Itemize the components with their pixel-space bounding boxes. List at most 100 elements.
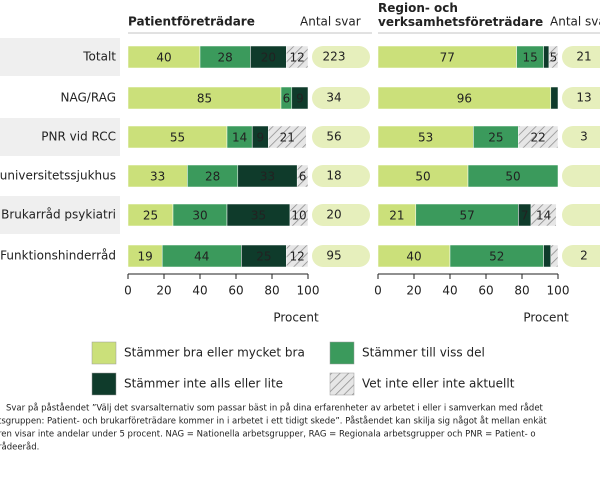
row-band <box>0 118 120 156</box>
bar-segment <box>289 203 309 227</box>
count-value: 21 <box>576 50 591 64</box>
value-label: 5 <box>550 51 558 65</box>
legend-swatch <box>329 372 355 396</box>
row-band <box>0 38 120 76</box>
value-label: 55 <box>170 131 185 145</box>
row-band <box>0 196 120 234</box>
category-label: NAG/RAG <box>61 91 116 105</box>
count-value: 223 <box>323 50 346 64</box>
bar-segment <box>286 244 309 268</box>
legend-swatch <box>91 372 117 396</box>
x-tick-label: 20 <box>406 284 421 298</box>
category-label: PNR vid RCC <box>41 130 116 144</box>
value-label: 30 <box>192 209 207 223</box>
footnote-line: Svar på påståendet ”Välj det svarsaltern… <box>6 403 544 414</box>
value-label: 25 <box>256 250 271 264</box>
legend-label: Vet inte eller inte aktuellt <box>362 377 515 391</box>
bar-segment <box>518 125 559 149</box>
value-label: 33 <box>150 170 165 184</box>
value-label: 96 <box>457 92 472 106</box>
value-label: 77 <box>440 51 455 65</box>
count-pill <box>312 126 370 148</box>
count-title: Antal svar <box>300 15 361 29</box>
value-label: 53 <box>418 131 433 145</box>
bar-segment <box>550 86 559 110</box>
value-label: 25 <box>143 209 158 223</box>
footnote-line: rådeeråd. <box>0 442 39 453</box>
x-tick-label: 80 <box>264 284 279 298</box>
category-label: Brukarråd psykiatri <box>1 208 116 222</box>
count-value: 18 <box>326 169 341 183</box>
x-tick-label: 60 <box>478 284 493 298</box>
bar-segment <box>291 86 309 110</box>
x-axis-label: Procent <box>273 311 319 325</box>
value-label: 22 <box>531 131 546 145</box>
bar-segment <box>268 125 307 149</box>
count-pill <box>562 126 600 148</box>
bar-segment <box>548 45 559 69</box>
value-label: 15 <box>522 51 537 65</box>
value-label: 20 <box>261 51 276 65</box>
count-title: Antal sva <box>550 15 600 29</box>
bar-segment <box>543 45 550 69</box>
value-label: 12 <box>290 250 305 264</box>
x-tick-label: 40 <box>442 284 457 298</box>
count-pill <box>312 204 370 226</box>
count-value: 56 <box>326 130 341 144</box>
count-pill <box>312 46 370 68</box>
x-tick-label: 100 <box>547 284 570 298</box>
value-label: 40 <box>406 250 421 264</box>
x-tick-label: 100 <box>297 284 320 298</box>
value-label: 50 <box>415 170 430 184</box>
value-label: 44 <box>194 250 209 264</box>
count-pill <box>312 87 370 109</box>
panel-title: Patientföreträdare <box>128 15 255 29</box>
value-label: 19 <box>137 250 152 264</box>
value-label: 28 <box>218 51 233 65</box>
value-label: 14 <box>232 131 247 145</box>
bar-segment <box>286 45 309 69</box>
x-tick-label: 40 <box>192 284 207 298</box>
value-label: 85 <box>197 92 212 106</box>
bar-segment <box>530 203 557 227</box>
count-pill <box>562 87 600 109</box>
footnote-line: tsgruppen: Patient- och brukarföreträdar… <box>0 416 547 427</box>
value-label: 21 <box>280 131 295 145</box>
bar-segment <box>543 244 552 268</box>
count-pill <box>312 245 370 267</box>
count-pill <box>562 165 600 187</box>
x-tick-label: 0 <box>124 284 132 298</box>
value-label: 25 <box>488 131 503 145</box>
x-tick-label: 0 <box>374 284 382 298</box>
count-pill <box>312 165 370 187</box>
value-label: 35 <box>251 209 266 223</box>
value-label: 21 <box>389 209 404 223</box>
value-label: 10 <box>291 209 306 223</box>
count-pill <box>562 204 600 226</box>
count-value: 20 <box>326 208 341 222</box>
value-label: 9 <box>296 92 304 106</box>
value-label: 14 <box>536 209 551 223</box>
value-label: 52 <box>489 250 504 264</box>
count-value: 34 <box>326 91 341 105</box>
value-label: 57 <box>459 209 474 223</box>
category-label: Funktionshinderråd <box>0 249 116 263</box>
panel-title: Region- och verksamhetsföreträdare <box>378 1 543 29</box>
value-label: 9 <box>256 131 264 145</box>
value-label: 12 <box>290 51 305 65</box>
count-value: 13 <box>576 91 591 105</box>
x-axis-label: Procent <box>523 311 569 325</box>
legend-label: Stämmer till viss del <box>362 346 485 360</box>
category-label: d universitetssjukhus <box>0 169 116 183</box>
count-pill <box>562 245 600 267</box>
x-tick-label: 60 <box>228 284 243 298</box>
value-label: 6 <box>283 92 291 106</box>
x-tick-label: 80 <box>514 284 529 298</box>
x-tick-label: 20 <box>156 284 171 298</box>
count-value: 3 <box>580 130 588 144</box>
legend-label: Stämmer bra eller mycket bra <box>124 346 305 360</box>
count-value: 95 <box>326 249 341 263</box>
value-label: 40 <box>156 51 171 65</box>
value-label: 7 <box>521 209 529 223</box>
